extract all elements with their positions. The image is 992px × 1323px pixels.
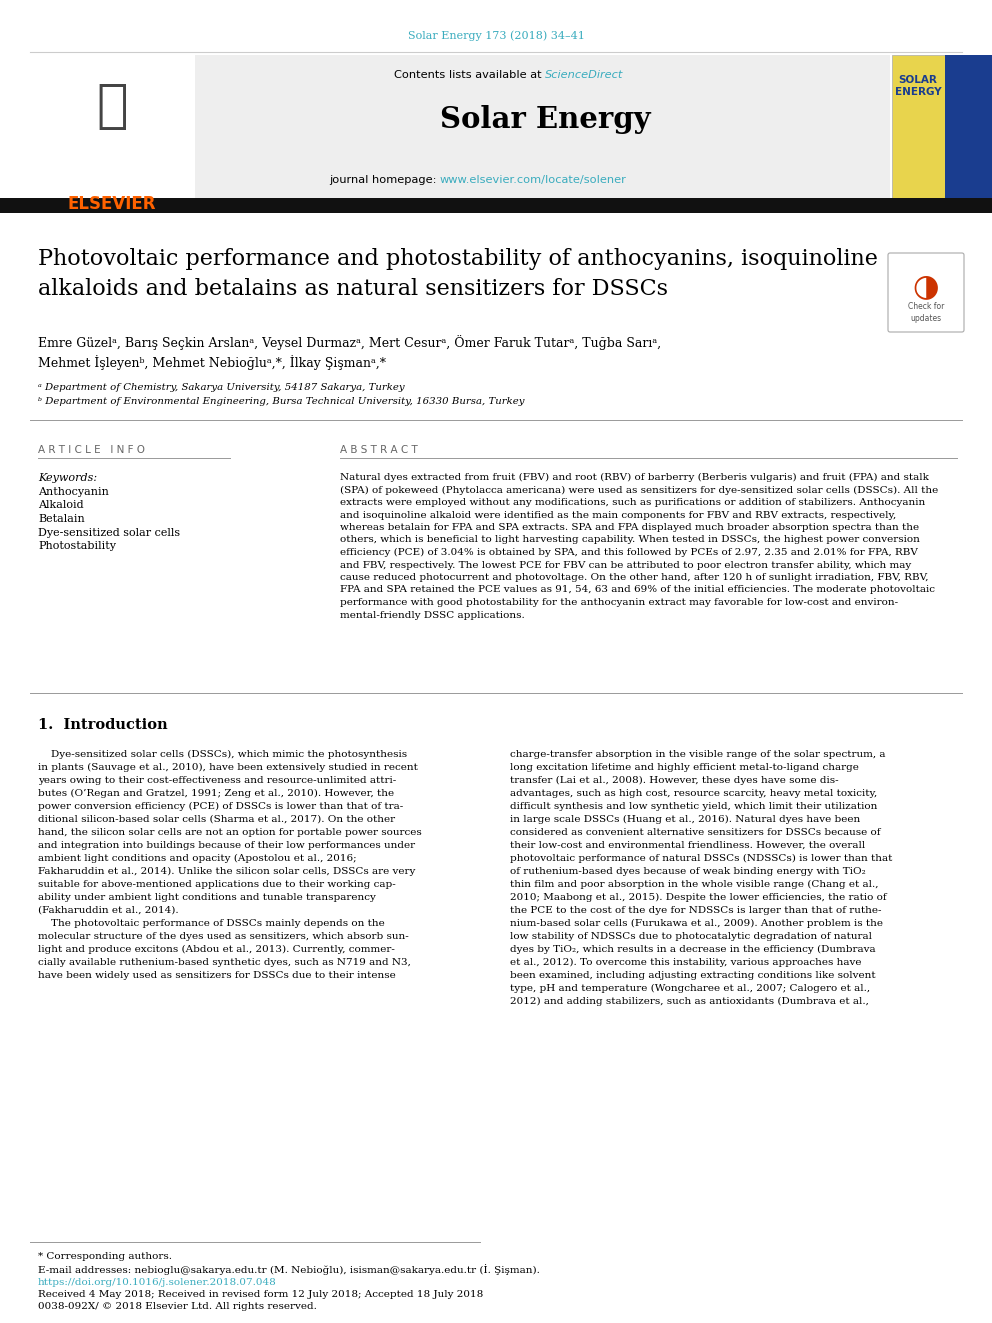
Text: whereas betalain for FPA and SPA extracts. SPA and FPA displayed much broader ab: whereas betalain for FPA and SPA extract… (340, 523, 920, 532)
Bar (0, 198, 992, 213)
Bar (945, 56, 992, 205)
Text: Contents lists available at: Contents lists available at (394, 70, 545, 79)
Text: E-mail addresses: nebioglu@sakarya.edu.tr (M. Nebioğlu), isisman@sakarya.edu.tr : E-mail addresses: nebioglu@sakarya.edu.t… (38, 1263, 540, 1275)
Text: considered as convenient alternative sensitizers for DSSCs because of: considered as convenient alternative sen… (510, 828, 881, 837)
Text: Received 4 May 2018; Received in revised form 12 July 2018; Accepted 18 July 201: Received 4 May 2018; Received in revised… (38, 1290, 483, 1299)
Text: Mehmet İşleyenᵇ, Mehmet Nebioğluᵃ,*, İlkay Şişmanᵃ,*: Mehmet İşleyenᵇ, Mehmet Nebioğluᵃ,*, İlk… (38, 355, 386, 370)
Text: et al., 2012). To overcome this instability, various approaches have: et al., 2012). To overcome this instabil… (510, 958, 861, 967)
Bar (195, 56, 890, 205)
Bar (30, 56, 193, 205)
Text: of ruthenium-based dyes because of weak binding energy with TiO₂: of ruthenium-based dyes because of weak … (510, 867, 866, 876)
Text: in plants (Sauvage et al., 2010), have been extensively studied in recent: in plants (Sauvage et al., 2010), have b… (38, 763, 418, 773)
Text: charge-transfer absorption in the visible range of the solar spectrum, a: charge-transfer absorption in the visibl… (510, 750, 886, 759)
Text: alkaloids and betalains as natural sensitizers for DSSCs: alkaloids and betalains as natural sensi… (38, 278, 668, 300)
Text: Dye-sensitized solar cells (DSSCs), which mimic the photosynthesis: Dye-sensitized solar cells (DSSCs), whic… (38, 750, 407, 759)
Text: * Corresponding authors.: * Corresponding authors. (38, 1252, 172, 1261)
Text: and isoquinoline alkaloid were identified as the main components for FBV and RBV: and isoquinoline alkaloid were identifie… (340, 511, 896, 520)
Text: hand, the silicon solar cells are not an option for portable power sources: hand, the silicon solar cells are not an… (38, 828, 422, 837)
FancyBboxPatch shape (888, 253, 964, 332)
Text: cause reduced photocurrent and photovoltage. On the other hand, after 120 h of s: cause reduced photocurrent and photovolt… (340, 573, 929, 582)
Text: cially available ruthenium-based synthetic dyes, such as N719 and N3,: cially available ruthenium-based synthet… (38, 958, 411, 967)
Text: advantages, such as high cost, resource scarcity, heavy metal toxicity,: advantages, such as high cost, resource … (510, 789, 877, 798)
Text: Dye-sensitized solar cells: Dye-sensitized solar cells (38, 528, 181, 537)
Text: 2010; Maabong et al., 2015). Despite the lower efficiencies, the ratio of: 2010; Maabong et al., 2015). Despite the… (510, 893, 887, 902)
Text: The photovoltaic performance of DSSCs mainly depends on the: The photovoltaic performance of DSSCs ma… (38, 919, 385, 927)
Text: Keywords:: Keywords: (38, 474, 97, 483)
Text: https://doi.org/10.1016/j.solener.2018.07.048: https://doi.org/10.1016/j.solener.2018.0… (38, 1278, 277, 1287)
Text: thin film and poor absorption in the whole visible range (Chang et al.,: thin film and poor absorption in the who… (510, 880, 879, 889)
Text: long excitation lifetime and highly efficient metal-to-ligand charge: long excitation lifetime and highly effi… (510, 763, 859, 773)
Text: the PCE to the cost of the dye for NDSSCs is larger than that of ruthe-: the PCE to the cost of the dye for NDSSC… (510, 906, 882, 916)
Text: A B S T R A C T: A B S T R A C T (340, 445, 418, 455)
Text: ambient light conditions and opacity (Apostolou et al., 2016;: ambient light conditions and opacity (Ap… (38, 855, 357, 863)
Text: dyes by TiO₂, which results in a decrease in the efficiency (Dumbrava: dyes by TiO₂, which results in a decreas… (510, 945, 876, 954)
Text: and integration into buildings because of their low performances under: and integration into buildings because o… (38, 841, 415, 849)
Text: years owing to their cost-effectiveness and resource-unlimited attri-: years owing to their cost-effectiveness … (38, 777, 396, 785)
Text: and FBV, respectively. The lowest PCE for FBV can be attributed to poor electron: and FBV, respectively. The lowest PCE fo… (340, 561, 912, 569)
Text: journal homepage:: journal homepage: (329, 175, 440, 185)
Text: Betalain: Betalain (38, 515, 84, 524)
Text: difficult synthesis and low synthetic yield, which limit their utilization: difficult synthesis and low synthetic yi… (510, 802, 877, 811)
Text: ScienceDirect: ScienceDirect (545, 70, 623, 79)
Text: 🌲: 🌲 (96, 79, 128, 132)
Text: performance with good photostability for the anthocyanin extract may favorable f: performance with good photostability for… (340, 598, 898, 607)
Text: ability under ambient light conditions and tunable transparency: ability under ambient light conditions a… (38, 893, 376, 902)
Text: transfer (Lai et al., 2008). However, these dyes have some dis-: transfer (Lai et al., 2008). However, th… (510, 777, 838, 785)
Text: 0038-092X/ © 2018 Elsevier Ltd. All rights reserved.: 0038-092X/ © 2018 Elsevier Ltd. All righ… (38, 1302, 316, 1311)
Text: low stability of NDSSCs due to photocatalytic degradation of natural: low stability of NDSSCs due to photocata… (510, 931, 872, 941)
Text: FPA and SPA retained the PCE values as 91, 54, 63 and 69% of the initial efficie: FPA and SPA retained the PCE values as 9… (340, 586, 935, 594)
Text: extracts were employed without any modifications, such as purifications or addit: extracts were employed without any modif… (340, 497, 926, 507)
Text: light and produce excitons (Abdou et al., 2013). Currently, commer-: light and produce excitons (Abdou et al.… (38, 945, 395, 954)
Text: power conversion efficiency (PCE) of DSSCs is lower than that of tra-: power conversion efficiency (PCE) of DSS… (38, 802, 404, 811)
Circle shape (908, 273, 944, 308)
Text: Solar Energy 173 (2018) 34–41: Solar Energy 173 (2018) 34–41 (408, 30, 584, 41)
Text: 2012) and adding stabilizers, such as antioxidants (Dumbrava et al.,: 2012) and adding stabilizers, such as an… (510, 998, 869, 1005)
Text: 1.  Introduction: 1. Introduction (38, 718, 168, 732)
Text: Photostability: Photostability (38, 541, 116, 550)
Text: in large scale DSSCs (Huang et al., 2016). Natural dyes have been: in large scale DSSCs (Huang et al., 2016… (510, 815, 860, 824)
Text: A R T I C L E   I N F O: A R T I C L E I N F O (38, 445, 145, 455)
Text: photovoltaic performance of natural DSSCs (NDSSCs) is lower than that: photovoltaic performance of natural DSSC… (510, 855, 893, 863)
Text: www.elsevier.com/locate/solener: www.elsevier.com/locate/solener (440, 175, 627, 185)
Text: their low-cost and environmental friendliness. However, the overall: their low-cost and environmental friendl… (510, 841, 865, 849)
Text: efficiency (PCE) of 3.04% is obtained by SPA, and this followed by PCEs of 2.97,: efficiency (PCE) of 3.04% is obtained by… (340, 548, 918, 557)
Text: Natural dyes extracted from fruit (FBV) and root (RBV) of barberry (Berberis vul: Natural dyes extracted from fruit (FBV) … (340, 474, 929, 482)
Text: Check for
updates: Check for updates (908, 302, 944, 323)
Text: (SPA) of pokeweed (Phytolacca americana) were used as sensitizers for dye-sensit: (SPA) of pokeweed (Phytolacca americana)… (340, 486, 938, 495)
Text: Emre Güzelᵃ, Barış Seçkin Arslanᵃ, Veysel Durmazᵃ, Mert Cesurᵃ, Ömer Faruk Tutar: Emre Güzelᵃ, Barış Seçkin Arslanᵃ, Veyse… (38, 335, 661, 351)
Text: ◑: ◑ (913, 273, 939, 302)
Text: Fakharuddin et al., 2014). Unlike the silicon solar cells, DSSCs are very: Fakharuddin et al., 2014). Unlike the si… (38, 867, 416, 876)
Bar (892, 56, 992, 205)
Text: Alkaloid: Alkaloid (38, 500, 83, 511)
Text: nium-based solar cells (Furukawa et al., 2009). Another problem is the: nium-based solar cells (Furukawa et al.,… (510, 919, 883, 929)
Text: mental-friendly DSSC applications.: mental-friendly DSSC applications. (340, 610, 525, 619)
Text: suitable for above-mentioned applications due to their working cap-: suitable for above-mentioned application… (38, 880, 396, 889)
Text: type, pH and temperature (Wongcharee et al., 2007; Calogero et al.,: type, pH and temperature (Wongcharee et … (510, 984, 870, 994)
Text: others, which is beneficial to light harvesting capability. When tested in DSSCs: others, which is beneficial to light har… (340, 536, 920, 545)
Text: butes (O’Regan and Gratzel, 1991; Zeng et al., 2010). However, the: butes (O’Regan and Gratzel, 1991; Zeng e… (38, 789, 394, 798)
Text: ELSEVIER: ELSEVIER (67, 194, 157, 213)
Text: Solar Energy: Solar Energy (439, 105, 651, 134)
Text: SOLAR
ENERGY: SOLAR ENERGY (895, 75, 941, 97)
Text: Photovoltaic performance and photostability of anthocyanins, isoquinoline: Photovoltaic performance and photostabil… (38, 247, 878, 270)
Text: (Fakharuddin et al., 2014).: (Fakharuddin et al., 2014). (38, 906, 179, 916)
Text: molecular structure of the dyes used as sensitizers, which absorb sun-: molecular structure of the dyes used as … (38, 931, 409, 941)
Text: Anthocyanin: Anthocyanin (38, 487, 109, 497)
Text: been examined, including adjusting extracting conditions like solvent: been examined, including adjusting extra… (510, 971, 876, 980)
Text: ᵇ Department of Environmental Engineering, Bursa Technical University, 16330 Bur: ᵇ Department of Environmental Engineerin… (38, 397, 525, 406)
Text: ᵃ Department of Chemistry, Sakarya University, 54187 Sakarya, Turkey: ᵃ Department of Chemistry, Sakarya Unive… (38, 382, 405, 392)
Text: ditional silicon-based solar cells (Sharma et al., 2017). On the other: ditional silicon-based solar cells (Shar… (38, 815, 395, 824)
Text: have been widely used as sensitizers for DSSCs due to their intense: have been widely used as sensitizers for… (38, 971, 396, 980)
